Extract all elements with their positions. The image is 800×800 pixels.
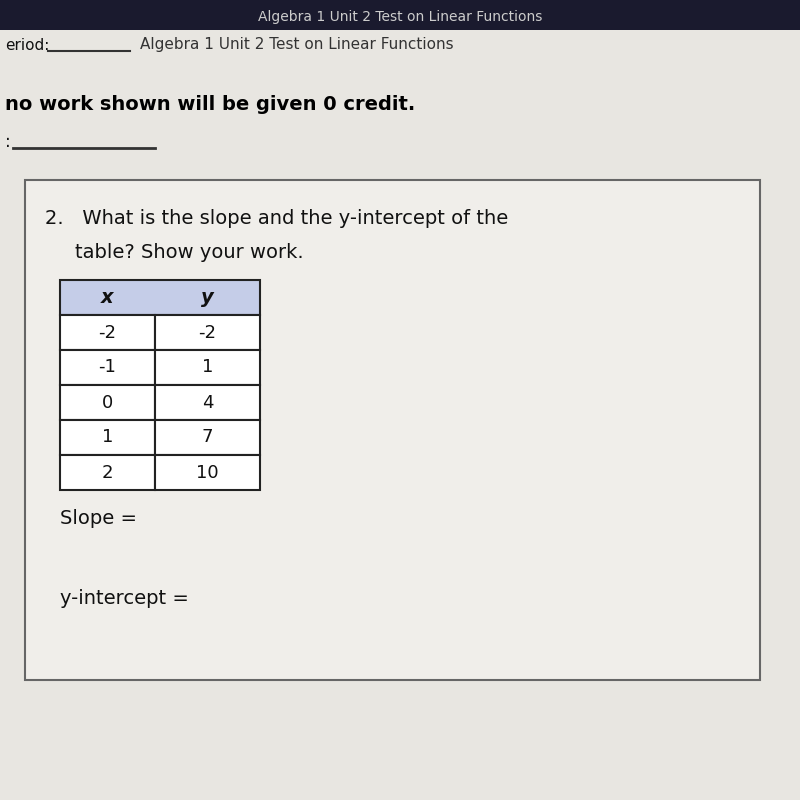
Text: eriod:: eriod: xyxy=(5,38,50,53)
Bar xyxy=(155,420,260,455)
Text: 7: 7 xyxy=(202,429,214,446)
Bar xyxy=(60,350,155,385)
Text: -2: -2 xyxy=(198,323,217,342)
Text: 1: 1 xyxy=(102,429,113,446)
Bar xyxy=(25,180,760,680)
Text: y: y xyxy=(201,288,214,307)
Bar xyxy=(155,455,260,490)
Bar xyxy=(155,350,260,385)
Text: 2: 2 xyxy=(102,463,114,482)
Bar xyxy=(60,385,155,420)
Bar xyxy=(60,455,155,490)
Text: x: x xyxy=(101,288,114,307)
Bar xyxy=(60,420,155,455)
Text: Algebra 1 Unit 2 Test on Linear Functions: Algebra 1 Unit 2 Test on Linear Function… xyxy=(140,38,454,53)
Text: 10: 10 xyxy=(196,463,219,482)
Text: Slope =: Slope = xyxy=(60,509,137,527)
Text: table? Show your work.: table? Show your work. xyxy=(75,242,304,262)
Bar xyxy=(155,385,260,420)
Text: -1: -1 xyxy=(98,358,117,377)
Bar xyxy=(0,0,800,30)
Text: y-intercept =: y-intercept = xyxy=(60,589,189,607)
Text: :: : xyxy=(5,133,10,151)
Bar xyxy=(60,280,260,315)
Text: no work shown will be given 0 credit.: no work shown will be given 0 credit. xyxy=(5,95,415,114)
Text: 0: 0 xyxy=(102,394,113,411)
Text: 2.   What is the slope and the y-intercept of the: 2. What is the slope and the y-intercept… xyxy=(45,209,508,227)
Bar xyxy=(155,315,260,350)
Text: 4: 4 xyxy=(202,394,214,411)
Text: -2: -2 xyxy=(98,323,117,342)
Text: Algebra 1 Unit 2 Test on Linear Functions: Algebra 1 Unit 2 Test on Linear Function… xyxy=(258,10,542,24)
Bar xyxy=(60,315,155,350)
Bar xyxy=(0,30,800,60)
Text: 1: 1 xyxy=(202,358,213,377)
